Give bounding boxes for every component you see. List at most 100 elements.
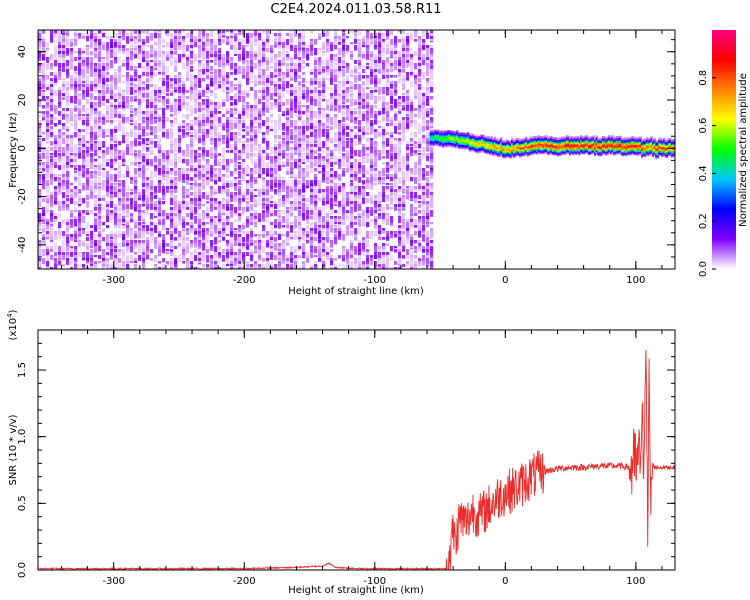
spectrogram-cell — [114, 93, 118, 99]
spectrogram-cell — [62, 255, 66, 260]
spectrogram-cell — [114, 183, 118, 186]
spectrogram-cell — [54, 162, 58, 166]
spectrogram-cell — [90, 39, 94, 47]
spectrogram-cell — [134, 126, 138, 130]
spectrogram-cell — [250, 183, 254, 189]
spectrogram-cell — [258, 123, 262, 129]
spectrogram-cell — [198, 231, 202, 237]
spectrogram-cell — [214, 144, 218, 148]
spectrogram-cell — [150, 189, 154, 192]
spectrogram-cell — [382, 252, 386, 258]
spectrogram-cell — [226, 159, 230, 167]
spectrogram-cell — [154, 117, 158, 120]
spectrogram-cell — [142, 42, 146, 45]
spectrogram-cell — [410, 132, 414, 137]
spectrogram-cell — [358, 216, 362, 219]
spectrogram-cell — [130, 123, 134, 126]
spectrogram-cell — [370, 159, 374, 163]
spectrogram-cell — [262, 75, 266, 80]
spectrogram-cell — [298, 246, 302, 250]
spectrogram-cell — [170, 252, 174, 256]
spectrogram-cell — [158, 129, 162, 133]
spectrogram-cell — [302, 126, 306, 133]
spectrogram-cell — [290, 93, 294, 96]
spectrogram-cell — [86, 90, 90, 95]
spectrogram-cell — [234, 207, 238, 215]
spectrogram-cell — [154, 264, 158, 267]
spectrogram-cell — [90, 114, 94, 122]
spectrogram-cell — [62, 66, 66, 73]
spectrogram-cell — [142, 231, 146, 237]
spectrogram-cell — [310, 240, 314, 248]
spectrogram-cell — [346, 99, 350, 103]
spectrogram-cell — [282, 201, 286, 207]
spectrogram-cell — [206, 108, 210, 114]
spectrogram-cell — [266, 57, 270, 61]
spectrogram-cell — [238, 189, 242, 192]
spectrogram-cell — [74, 39, 78, 47]
spectrogram-cell — [274, 219, 278, 227]
spectrogram-cell — [166, 135, 170, 139]
spectrogram-cell — [362, 135, 366, 140]
spectrogram-cell — [406, 123, 410, 130]
spectrogram-cell — [122, 261, 126, 266]
spectrogram-cell — [110, 168, 114, 172]
spectrogram-cell — [114, 237, 118, 245]
spectrogram-cell — [146, 105, 150, 109]
spectrogram-cell — [150, 144, 154, 150]
spectrogram-cell — [62, 42, 66, 47]
spectrogram-cell — [50, 240, 54, 243]
spectrogram-cell — [266, 96, 270, 102]
spectrogram-cell — [414, 168, 418, 176]
spectrogram-cell — [378, 237, 382, 241]
spectrogram-cell — [210, 156, 214, 159]
spectrogram-cell — [230, 123, 234, 131]
spectrogram-cell — [110, 90, 114, 98]
spectrogram-cell — [42, 90, 46, 93]
spectrogram-cell — [322, 150, 326, 154]
spectrogram-cell — [310, 129, 314, 134]
spectrogram-cell — [126, 267, 130, 269]
spectrogram-cell — [282, 195, 286, 199]
spectrogram-cell — [334, 105, 338, 109]
spectrogram-cell — [138, 48, 142, 51]
spectrogram-cell — [302, 168, 306, 173]
spectrogram-cell — [254, 198, 258, 204]
spectrogram-cell — [378, 87, 382, 95]
spectrogram-cell — [98, 225, 102, 230]
spectrogram-cell — [350, 132, 354, 139]
spectrogram-cell — [286, 123, 290, 126]
spectrogram-cell — [86, 99, 90, 105]
spectrogram-cell — [386, 144, 390, 147]
spectrogram-cell — [330, 93, 334, 99]
spectrogram-cell — [94, 117, 98, 123]
spectrogram-cell — [334, 201, 338, 204]
spectrogram-cell — [390, 183, 394, 186]
spectrogram-cell — [150, 258, 154, 261]
spectrogram-cell — [406, 264, 410, 267]
spectrogram-cell — [266, 240, 270, 246]
spectrogram-cell — [230, 33, 234, 38]
spectrogram-cell — [398, 156, 402, 160]
spectrogram-cell — [294, 225, 298, 229]
spectrogram-cell — [42, 198, 46, 202]
spectrogram-cell — [414, 222, 418, 226]
spectrogram-cell — [126, 63, 130, 71]
spectrogram-cell — [322, 84, 326, 90]
spectrogram-cell — [182, 96, 186, 102]
spectrogram-cell — [170, 132, 174, 138]
spectrogram-cell — [158, 222, 162, 225]
spectrogram-cell — [402, 60, 406, 64]
spectrogram-cell — [382, 267, 386, 269]
spectrogram-cell — [190, 261, 194, 266]
spectrogram-cell — [210, 102, 214, 105]
spectrogram-cell — [378, 111, 382, 116]
spectrogram-cell — [122, 30, 126, 36]
spectrogram-cell — [330, 174, 334, 178]
spectrogram-cell — [158, 201, 162, 206]
spectrogram-cell — [386, 189, 390, 192]
spectrogram-cell — [414, 186, 418, 190]
spectrogram-cell — [250, 45, 254, 52]
spectrogram-cell — [98, 171, 102, 176]
spectrogram-cell — [366, 210, 370, 214]
